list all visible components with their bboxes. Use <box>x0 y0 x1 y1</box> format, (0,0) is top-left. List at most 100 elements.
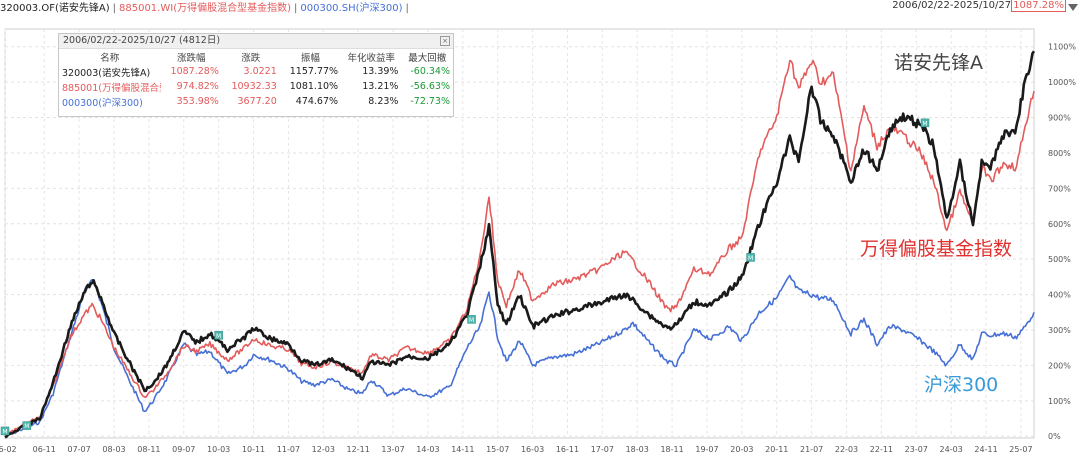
separator: | <box>112 3 116 14</box>
col-name: 名称 <box>100 52 120 64</box>
y-tick-label: 900% <box>1048 114 1071 123</box>
stats-table: 名称 涨跌幅 涨跌 振幅 年化收益率 最大回撤 320003(诺安先锋A) 10… <box>59 49 453 109</box>
close-icon[interactable]: × <box>440 36 450 46</box>
y-tick-label: 300% <box>1048 326 1071 335</box>
legend-title: 2006/02/22-2025/10/27 (4812日) <box>63 35 221 46</box>
x-tick-label: 10-11 <box>242 445 265 454</box>
event-marker-label: M <box>922 120 927 127</box>
range-return: 1087.28% <box>1011 0 1066 12</box>
row-annualized: 13.21% <box>362 81 399 92</box>
x-tick-label: 15-07 <box>486 445 509 454</box>
row-max-drawdown: -56.63% <box>410 81 450 92</box>
row-amplitude: 474.67% <box>295 96 339 107</box>
row-name: 320003(诺安先锋A) <box>62 67 151 79</box>
event-marker <box>920 118 930 128</box>
col-amplitude: 振幅 <box>300 52 320 64</box>
col-annualized: 年化收益率 <box>347 52 396 64</box>
y-tick-label: 1100% <box>1048 43 1076 52</box>
event-marker <box>746 253 755 262</box>
stats-row-hs300[interactable]: 000300(沪深300) 353.98% 3677.20 474.67% 8.… <box>59 94 453 109</box>
y-tick-label: 400% <box>1048 291 1071 300</box>
x-tick-label: 25-07 <box>1009 445 1032 454</box>
series-tag-index[interactable]: 885001.WI(万得偏股混合型基金指数) <box>119 3 291 14</box>
y-tick-label: 800% <box>1048 149 1071 158</box>
series-line <box>4 50 1036 439</box>
col-change: 涨跌 <box>241 52 261 64</box>
series-tag-fund[interactable]: 320003.OF(诺安先锋A) <box>0 3 110 14</box>
x-tick-label: 06-11 <box>33 445 56 454</box>
row-change: 3677.20 <box>237 96 277 107</box>
event-marker <box>467 315 476 324</box>
series-line <box>4 274 1035 437</box>
event-marker-label: M <box>2 428 7 435</box>
x-tick-label: 16-03 <box>521 445 544 454</box>
row-amplitude: 1157.77% <box>289 66 339 77</box>
stats-row-fund[interactable]: 320003(诺安先锋A) 1087.28% 3.0221 1157.77% 1… <box>59 64 453 79</box>
x-tick-label: 16-11 <box>556 445 579 454</box>
row-change-pct: 974.82% <box>176 81 219 92</box>
x-tick-label: 06-02 <box>0 445 17 454</box>
y-tick-label: 500% <box>1048 255 1071 264</box>
event-marker-label: M <box>469 317 474 324</box>
x-tick-label: 12-11 <box>347 445 370 454</box>
dropdown-triangle-icon[interactable] <box>1068 4 1078 11</box>
series-tag-hs300[interactable]: 000300.SH(沪深300) <box>300 3 403 14</box>
row-name: 000300(沪深300) <box>62 97 143 109</box>
y-tick-label: 0% <box>1048 432 1061 441</box>
x-tick-label: 21-07 <box>800 445 823 454</box>
legend-header: 2006/02/22-2025/10/27 (4812日) × <box>59 34 453 49</box>
row-max-drawdown: -60.34% <box>410 66 450 77</box>
x-tick-label: 24-03 <box>940 445 963 454</box>
row-change: 3.0221 <box>243 66 277 77</box>
row-change: 10932.33 <box>231 81 277 92</box>
row-change-pct: 353.98% <box>176 96 219 107</box>
x-tick-label: 24-11 <box>974 445 997 454</box>
x-tick-label: 13-07 <box>381 445 404 454</box>
stats-header-row: 名称 涨跌幅 涨跌 振幅 年化收益率 最大回撤 <box>59 49 453 64</box>
event-marker <box>22 421 32 430</box>
x-tick-label: 14-03 <box>416 445 439 454</box>
y-tick-label: 200% <box>1048 361 1071 370</box>
y-tick-label: 100% <box>1048 397 1071 406</box>
x-tick-label: 18-11 <box>660 445 683 454</box>
row-annualized: 8.23% <box>368 96 399 107</box>
fund-label: 诺安先锋A <box>894 52 983 74</box>
row-annualized: 13.39% <box>362 66 399 77</box>
x-tick-label: 18-03 <box>626 445 649 454</box>
stats-row-index[interactable]: 885001(万得偏股混合型基金指 974.82% 10932.33 1081.… <box>59 79 453 94</box>
row-name: 885001(万得偏股混合型基金指 <box>62 82 161 94</box>
x-tick-label: 22-11 <box>870 445 893 454</box>
event-marker-label: M <box>216 333 221 340</box>
event-marker-label: M <box>24 423 29 430</box>
row-max-drawdown: -72.73% <box>410 96 450 107</box>
series-header: 320003.OF(诺安先锋A) | 885001.WI(万得偏股混合型基金指数) |… <box>0 0 1080 17</box>
event-marker-label: M <box>748 255 753 262</box>
x-tick-label: 08-11 <box>137 445 160 454</box>
x-tick-label: 14-11 <box>451 445 474 454</box>
y-tick-label: 700% <box>1048 184 1071 193</box>
stats-legend-panel[interactable]: 2006/02/22-2025/10/27 (4812日) × 名称 涨跌幅 涨… <box>58 33 454 117</box>
x-tick-label: 22-03 <box>835 445 858 454</box>
date-range-text: 2006/02/22-2025/10/27 <box>892 0 1012 11</box>
x-tick-label: 12-03 <box>312 445 335 454</box>
separator: | <box>405 3 409 14</box>
x-tick-label: 23-07 <box>905 445 928 454</box>
date-range-display[interactable]: 2006/02/22-2025/10/27 1087.28% <box>892 0 1066 12</box>
x-tick-label: 19-07 <box>695 445 718 454</box>
col-change-pct: 涨跌幅 <box>176 52 206 64</box>
x-tick-label: 17-07 <box>591 445 614 454</box>
col-max-drawdown: 最大回撤 <box>408 52 447 64</box>
row-amplitude: 1081.10% <box>289 81 339 92</box>
series-line <box>4 59 1035 438</box>
y-tick-label: 1000% <box>1048 78 1076 87</box>
x-tick-label: 07-07 <box>67 445 90 454</box>
x-tick-label: 20-11 <box>765 445 788 454</box>
x-tick-label: 20-03 <box>730 445 753 454</box>
event-marker <box>0 426 10 436</box>
y-tick-label: 600% <box>1048 220 1071 229</box>
index-label: 万得偏股基金指数 <box>860 238 1013 260</box>
x-tick-label: 10-03 <box>207 445 230 454</box>
x-tick-label: 09-07 <box>172 445 195 454</box>
event-marker <box>214 331 223 340</box>
row-change-pct: 1087.28% <box>170 66 219 77</box>
